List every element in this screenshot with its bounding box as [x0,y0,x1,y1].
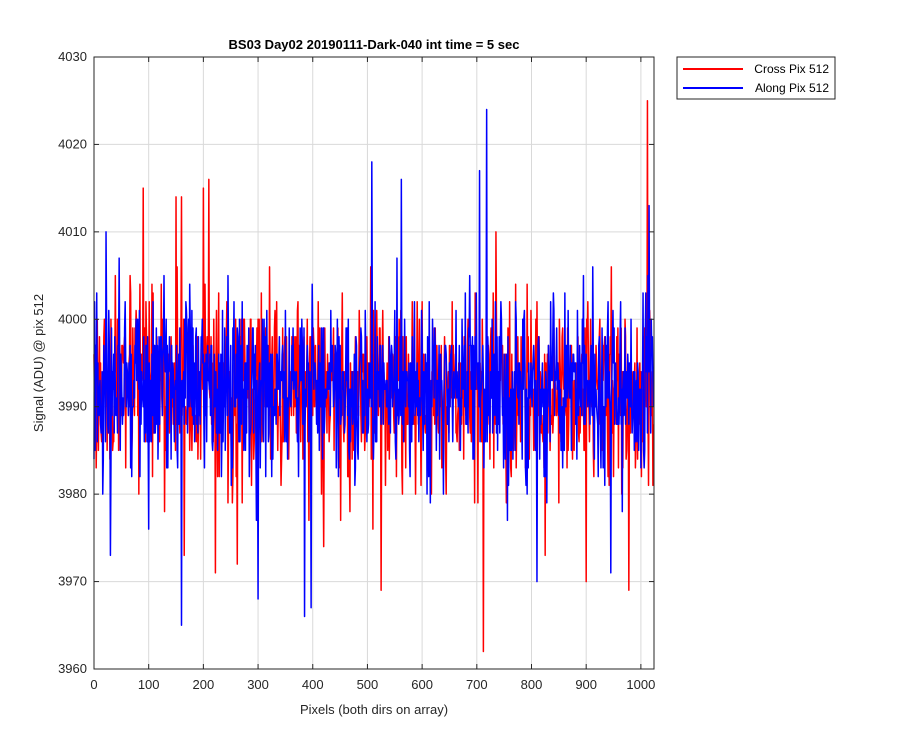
x-tick-label: 200 [193,677,215,692]
legend-box [676,56,836,100]
legend-label-along: Along Pix 512 [755,81,829,95]
series-layer [93,99,655,653]
y-tick-label: 3980 [58,486,87,501]
legend: Cross Pix 512 Along Pix 512 [676,56,836,100]
x-tick-label: 700 [466,677,488,692]
x-tick-label: 0 [90,677,97,692]
y-tick-label: 4010 [58,224,87,239]
x-tick-label: 800 [521,677,543,692]
x-tick-label: 300 [247,677,269,692]
y-tick-label: 3960 [58,661,87,676]
y-tick-label: 4030 [58,49,87,64]
plot-area-border [93,56,655,670]
x-tick-label: 100 [138,677,160,692]
legend-label-cross: Cross Pix 512 [754,62,829,76]
x-tick-label: 1000 [626,677,655,692]
x-tick-label: 500 [357,677,379,692]
x-axis-label: Pixels (both dirs on array) [300,702,448,717]
y-tick-label: 3970 [58,574,87,589]
chart-title: BS03 Day02 20190111-Dark-040 int time = … [229,37,520,52]
x-tick-label: 400 [302,677,324,692]
x-tick-label: 600 [411,677,433,692]
y-axis-label: Signal (ADU) @ pix 512 [31,294,46,432]
y-tick-label: 4020 [58,136,87,151]
axis-ticks: 0 100 200 300 400 500 600 700 800 900 1000 3960 3970… [58,49,655,692]
x-tick-label: 900 [575,677,597,692]
series-line-along-pix-512 [93,108,655,627]
y-tick-label: 4000 [58,311,87,326]
y-tick-label: 3990 [58,399,87,414]
